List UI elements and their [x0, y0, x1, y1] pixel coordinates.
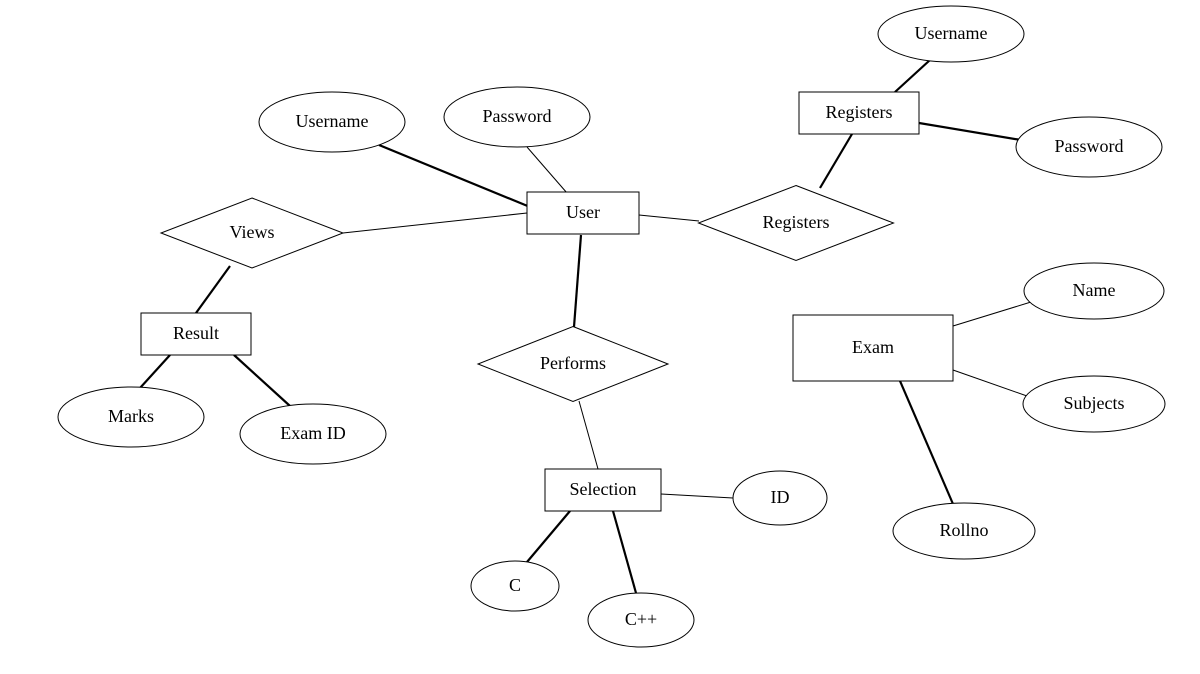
rollno-label: Rollno: [939, 520, 988, 540]
node-password2: Password: [1016, 117, 1162, 177]
password1-label: Password: [482, 106, 551, 126]
node-layer: User Username Password Views Result Marks Exam…: [58, 6, 1165, 647]
marks-label: Marks: [108, 406, 154, 426]
c-label: C: [509, 575, 521, 595]
cpp-label: C++: [625, 609, 657, 629]
selection-label: Selection: [570, 479, 637, 499]
edge-views-result: [196, 266, 230, 313]
exam-label: Exam: [852, 337, 894, 357]
edge-registers_ent-password2: [919, 123, 1021, 140]
node-user: User: [527, 192, 639, 234]
edge-registers_rel-registers_ent: [820, 134, 852, 188]
subjects-label: Subjects: [1064, 393, 1125, 413]
name-label: Name: [1073, 280, 1116, 300]
edge-exam-subjects: [953, 370, 1027, 396]
edge-exam-rollno: [900, 381, 953, 504]
username1-label: Username: [296, 111, 369, 131]
node-c: C: [471, 561, 559, 611]
edge-result-marks: [140, 355, 170, 388]
user-label: User: [566, 202, 600, 222]
edge-selection-c: [527, 511, 570, 562]
registers_rel-label: Registers: [763, 212, 830, 232]
edge-selection-id: [661, 494, 733, 498]
node-username1: Username: [259, 92, 405, 152]
edge-exam-name: [953, 302, 1031, 326]
node-exam: Exam: [793, 315, 953, 381]
edge-user-performs: [574, 235, 581, 327]
edge-views-user: [343, 213, 527, 233]
edge-password1-user: [527, 147, 567, 193]
node-examid: Exam ID: [240, 404, 386, 464]
er-diagram-canvas: User Username Password Views Result Marks Exam…: [0, 0, 1200, 674]
username2-label: Username: [915, 23, 988, 43]
node-result: Result: [141, 313, 251, 355]
node-selection: Selection: [545, 469, 661, 511]
node-marks: Marks: [58, 387, 204, 447]
node-performs: Performs: [478, 327, 668, 402]
password2-label: Password: [1054, 136, 1123, 156]
performs-label: Performs: [540, 353, 606, 373]
edge-user-registers_rel: [639, 215, 699, 221]
edge-registers_ent-username2: [895, 60, 930, 92]
views-label: Views: [230, 222, 275, 242]
examid-label: Exam ID: [280, 423, 345, 443]
node-registers_rel: Registers: [699, 186, 894, 261]
edge-selection-cpp: [613, 511, 636, 593]
node-rollno: Rollno: [893, 503, 1035, 559]
id-label: ID: [771, 487, 790, 507]
node-cpp: C++: [588, 593, 694, 647]
node-name: Name: [1024, 263, 1164, 319]
node-id: ID: [733, 471, 827, 525]
node-registers_ent: Registers: [799, 92, 919, 134]
node-views: Views: [161, 198, 343, 268]
registers_ent-label: Registers: [826, 102, 893, 122]
node-username2: Username: [878, 6, 1024, 62]
node-subjects: Subjects: [1023, 376, 1165, 432]
node-password1: Password: [444, 87, 590, 147]
result-label: Result: [173, 323, 219, 343]
edge-result-examid: [234, 355, 290, 406]
edge-performs-selection: [579, 401, 598, 469]
edge-username1-user: [379, 145, 530, 207]
